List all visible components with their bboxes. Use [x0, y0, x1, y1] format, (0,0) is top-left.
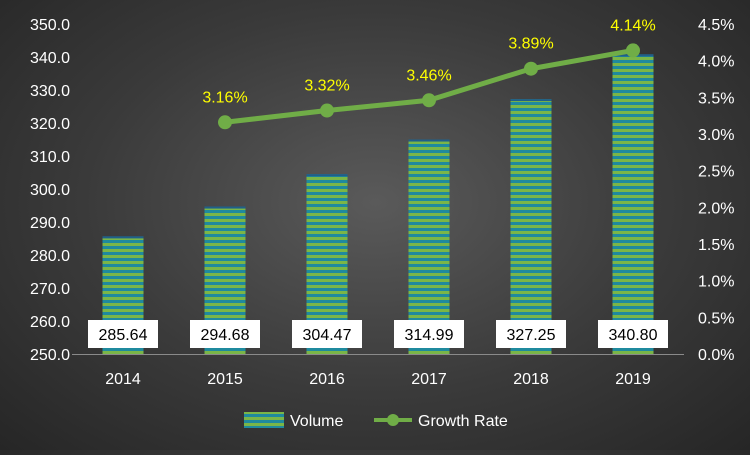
legend-label-growth: Growth Rate [418, 413, 508, 430]
legend: Volume Growth Rate [244, 412, 508, 430]
volume-data-label-box [496, 320, 566, 348]
y-left-tick-label: 350.0 [30, 17, 70, 34]
y-right-tick-label: 4.0% [698, 54, 734, 71]
growth-rate-point [218, 115, 232, 130]
y-left-tick-label: 310.0 [30, 149, 70, 166]
volume-bar [612, 54, 654, 355]
x-tick-label: 2016 [309, 371, 345, 388]
x-tick-label: 2014 [105, 371, 141, 388]
growth-rate-data-label: 4.14% [610, 17, 655, 34]
legend-label-volume: Volume [290, 413, 343, 430]
y-left-tick-label: 330.0 [30, 83, 70, 100]
y-left-tick-label: 300.0 [30, 182, 70, 199]
y-left-tick-label: 290.0 [30, 215, 70, 232]
y-right-tick-label: 4.5% [698, 17, 734, 34]
y-right-tick-label: 2.5% [698, 164, 734, 181]
bars-layer [102, 54, 654, 355]
growth-rate-data-label: 3.46% [406, 67, 451, 84]
volume-data-label: 340.80 [609, 327, 658, 344]
y-right-tick-label: 0.0% [698, 347, 734, 364]
y-left-tick-label: 320.0 [30, 116, 70, 133]
volume-data-label: 294.68 [201, 327, 250, 344]
growth-rate-point [626, 43, 640, 58]
legend-swatch-growth-marker [387, 414, 399, 426]
y-left-tick-label: 270.0 [30, 281, 70, 298]
growth-rate-data-label: 3.89% [508, 36, 553, 53]
x-tick-label: 2019 [615, 371, 651, 388]
growth-rate-data-label: 3.32% [304, 78, 349, 95]
growth-rate-line [222, 47, 636, 125]
axes-layer: 250.0 260.0 270.0 280.0 290.0 300.0 310.0 320.0… [30, 17, 735, 388]
y-right-tick-label: 1.0% [698, 274, 734, 291]
line-layer [218, 43, 640, 130]
growth-rate-point [320, 103, 334, 118]
legend-swatch-volume [244, 412, 284, 428]
volume-bar-cap [306, 174, 348, 177]
volume-bar [510, 99, 552, 354]
volume-bar-cap [510, 99, 552, 102]
volume-data-label-box [190, 320, 260, 348]
growth-rate-point [524, 61, 538, 76]
volume-bar-cap [102, 236, 144, 239]
x-tick-label: 2017 [411, 371, 447, 388]
y-left-tick-label: 250.0 [30, 347, 70, 364]
y-right-tick-label: 2.0% [698, 200, 734, 217]
y-left-tick-label: 280.0 [30, 248, 70, 265]
x-tick-label: 2015 [207, 371, 243, 388]
volume-data-label-box [88, 320, 158, 348]
labels-layer: 285.64 294.68 304.47 314.99 327.25 340.80 3.16… [88, 17, 668, 348]
y-left-tick-label: 340.0 [30, 50, 70, 67]
y-left-tick-label: 260.0 [30, 314, 70, 331]
y-right-tick-label: 3.0% [698, 127, 734, 144]
x-tick-label: 2018 [513, 371, 549, 388]
y-right-tick-label: 3.5% [698, 90, 734, 107]
volume-data-label-box [292, 320, 362, 348]
volume-data-label: 285.64 [99, 327, 148, 344]
volume-data-label: 314.99 [405, 327, 454, 344]
growth-rate-point [422, 93, 436, 108]
y-right-tick-label: 1.5% [698, 237, 734, 254]
volume-data-label: 304.47 [303, 327, 352, 344]
growth-rate-data-label: 3.16% [202, 89, 247, 106]
y-right-tick-label: 0.5% [698, 310, 734, 327]
volume-bar-cap [204, 206, 246, 209]
volume-data-label-box [598, 320, 668, 348]
volume-bar [408, 139, 450, 354]
volume-bar-cap [408, 139, 450, 142]
volume-data-label-box [394, 320, 464, 348]
volume-data-label: 327.25 [507, 327, 556, 344]
